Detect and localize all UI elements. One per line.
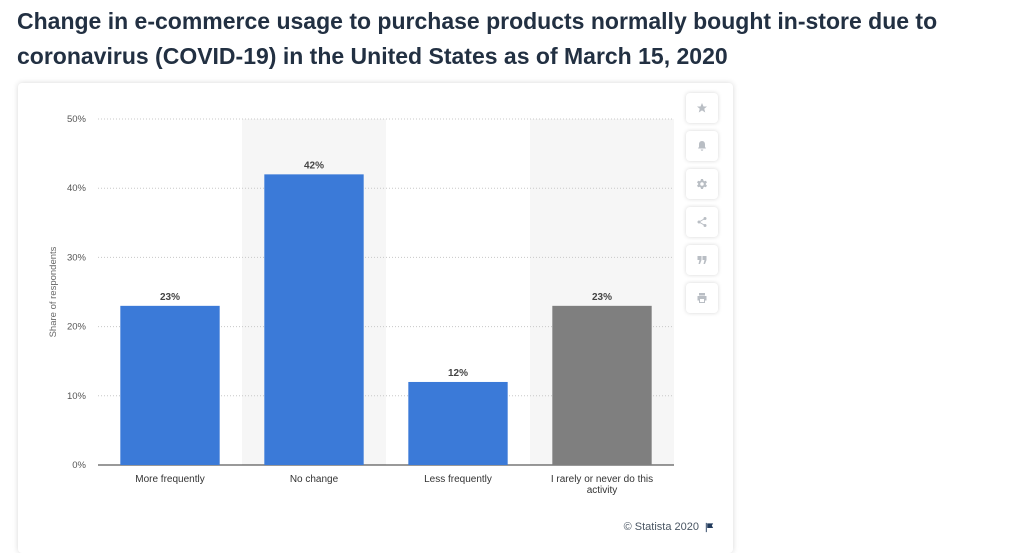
y-tick-label: 40%	[67, 183, 87, 194]
data-label: 23%	[592, 292, 612, 303]
copyright-notice[interactable]: © Statista 2020	[624, 521, 715, 533]
share-button[interactable]	[686, 207, 718, 237]
x-tick-label: No change	[290, 474, 339, 485]
cite-button[interactable]	[686, 245, 718, 275]
y-tick-label: 30%	[67, 252, 87, 263]
x-tick-label: I rarely or never do this activity	[551, 474, 653, 496]
bar	[264, 174, 364, 466]
bar	[552, 305, 652, 465]
x-tick-label-line: I rarely or never do this	[551, 474, 653, 485]
x-tick-label-line: Less frequently	[424, 474, 492, 485]
chart-toolbar	[686, 93, 720, 321]
gear-icon	[697, 179, 707, 189]
notification-button[interactable]	[686, 131, 718, 161]
x-tick-label-line: No change	[290, 474, 339, 485]
copyright-text: © Statista 2020	[623, 521, 699, 533]
data-label: 23%	[160, 292, 180, 303]
bar	[408, 381, 508, 465]
y-axis-label: Share of respondents	[48, 246, 59, 337]
data-label: 42%	[304, 160, 324, 171]
y-tick-label: 0%	[72, 460, 86, 471]
flag-icon	[705, 522, 714, 532]
bar-chart: 0% 10% 20% 30% 40% 50% Share of respondents 23%…	[48, 114, 674, 496]
print-button[interactable]	[686, 283, 718, 313]
data-label: 12%	[448, 368, 468, 379]
page-title: Change in e-commerce usage to purchase p…	[17, 8, 938, 69]
y-tick-label: 20%	[67, 322, 87, 333]
bar	[120, 305, 220, 465]
x-tick-label-line: More frequently	[135, 474, 204, 485]
x-tick-label-line: activity	[587, 485, 618, 496]
quote-icon	[697, 256, 707, 264]
bell-icon	[698, 141, 706, 151]
x-tick-label: Less frequently	[424, 474, 492, 485]
print-icon	[697, 293, 707, 303]
y-tick-label: 10%	[67, 391, 87, 402]
star-icon	[697, 103, 707, 113]
chart-card: 0% 10% 20% 30% 40% 50% Share of respondents 23%…	[18, 83, 733, 553]
y-tick-label: 50%	[67, 114, 87, 125]
share-icon	[697, 217, 707, 227]
favorite-button[interactable]	[686, 93, 718, 123]
x-tick-label: More frequently	[135, 474, 204, 485]
settings-button[interactable]	[686, 169, 718, 199]
